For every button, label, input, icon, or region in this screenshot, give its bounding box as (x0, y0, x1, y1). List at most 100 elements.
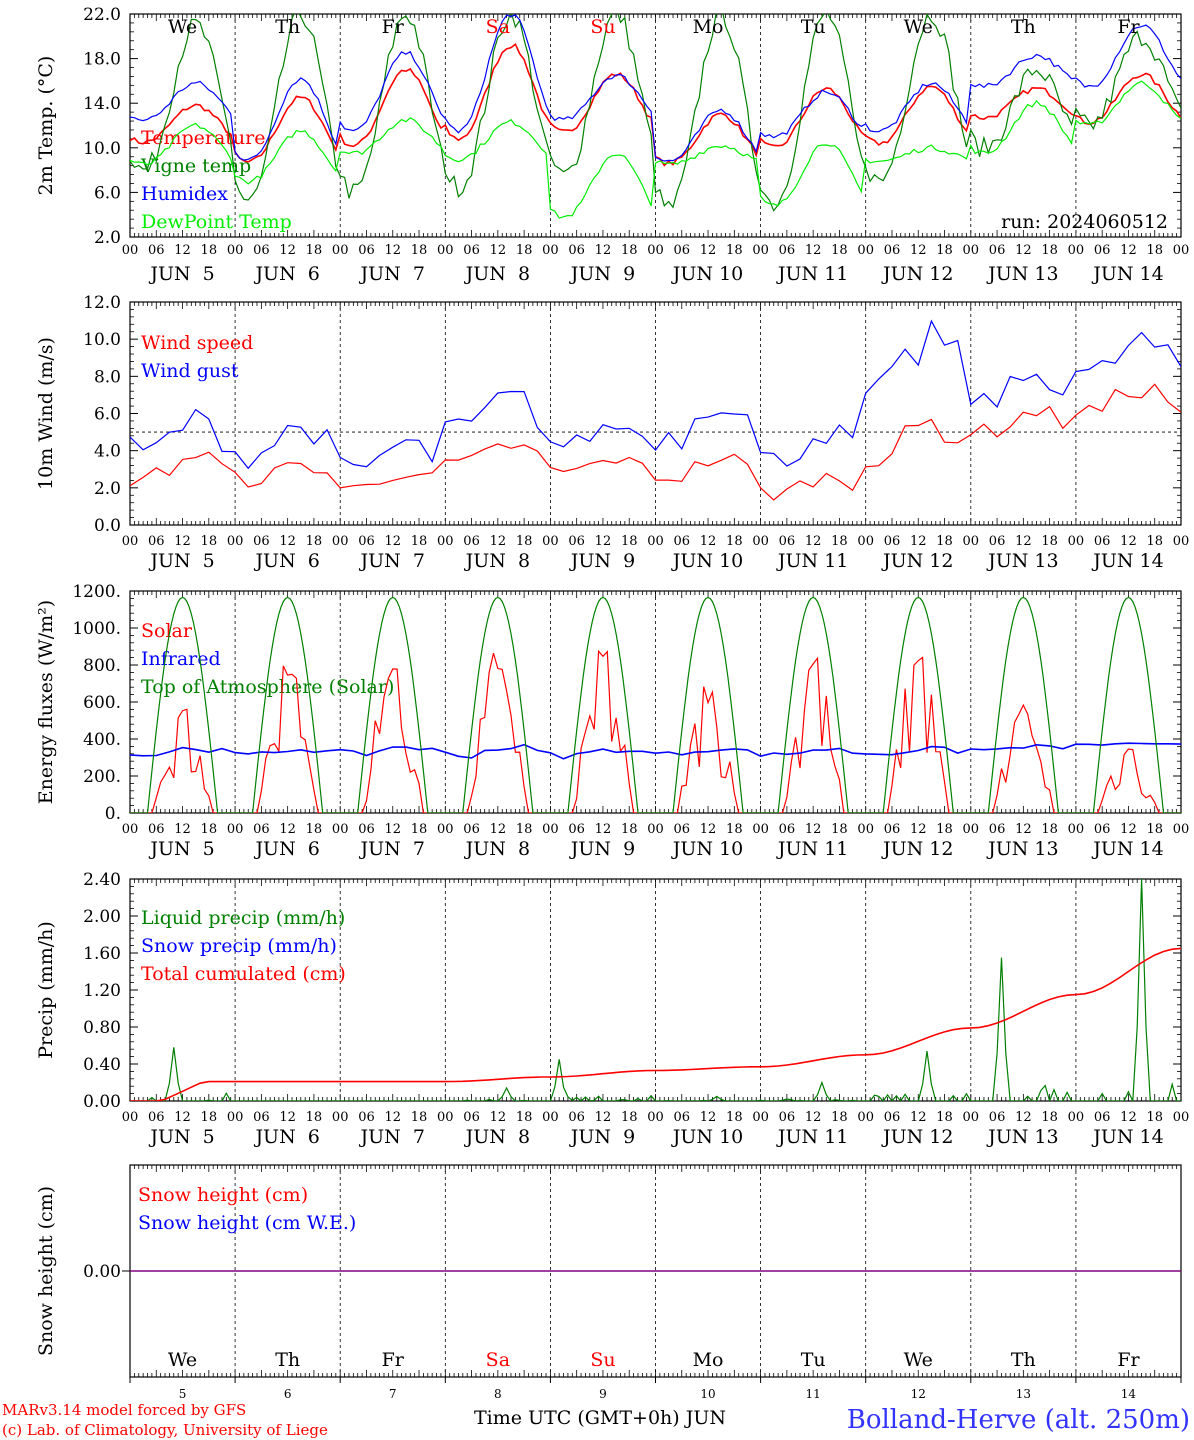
hour-label: 06 (253, 1110, 270, 1125)
weekday-label: We (904, 16, 933, 38)
hour-label: 06 (989, 534, 1006, 549)
series-line-2 (130, 596, 1181, 813)
series-group (130, 14, 1181, 219)
weekday-label: Tu (801, 1349, 826, 1371)
hour-label: 12 (1120, 243, 1137, 258)
weekday-label: Th (1011, 1349, 1036, 1371)
hour-label: 18 (1146, 534, 1163, 549)
hour-label: 18 (831, 534, 848, 549)
hour-label: 00 (647, 822, 664, 837)
y-tick-label: 0.40 (83, 1055, 121, 1075)
hour-label: 00 (332, 822, 349, 837)
hour-label: 00 (437, 534, 454, 549)
hour-label: 12 (805, 243, 822, 258)
day-number: 14 (1121, 1387, 1137, 1401)
y-tick-label: 6.0 (94, 405, 121, 425)
hour-label: 12 (1015, 243, 1032, 258)
weekday-label: We (904, 1349, 933, 1371)
day-number: 6 (284, 1387, 292, 1401)
hour-label: 06 (779, 243, 796, 258)
hour-label: 00 (332, 1110, 349, 1125)
legend-entry: Infrared (141, 648, 221, 670)
date-label: JUN 13 (986, 1126, 1058, 1148)
weekday-label: Sa (486, 16, 510, 38)
hour-label: 18 (831, 1110, 848, 1125)
hour-label: 00 (857, 1110, 874, 1125)
y-tick-label: 10.0 (83, 139, 121, 159)
hour-label: 00 (227, 822, 244, 837)
hour-label: 06 (253, 534, 270, 549)
hour-label: 12 (1120, 822, 1137, 837)
series-line-1 (130, 742, 1181, 760)
station-name: Bolland-Herve (alt. 250m) (847, 1405, 1190, 1435)
hour-label: 00 (647, 1110, 664, 1125)
legend-entry: Liquid precip (mm/h) (141, 907, 345, 929)
y-tick-label: 2.00 (83, 907, 121, 927)
hour-label: 00 (752, 1110, 769, 1125)
hour-label: 06 (1094, 243, 1111, 258)
day-number: 5 (179, 1387, 187, 1401)
hour-label: 18 (1146, 243, 1163, 258)
date-label: JUN 14 (1091, 263, 1163, 285)
hour-label: 18 (201, 534, 218, 549)
date-label: JUN 13 (986, 550, 1058, 572)
y-tick-label: 0.0 (94, 516, 121, 536)
hour-label: 06 (989, 1110, 1006, 1125)
hour-label: 06 (989, 243, 1006, 258)
hour-label: 18 (726, 822, 743, 837)
y-tick-label: 200. (83, 767, 121, 787)
series-line-2 (130, 947, 1181, 1101)
hour-label: 18 (936, 822, 953, 837)
hour-label: 00 (227, 534, 244, 549)
date-label: JUN 7 (359, 838, 425, 860)
hour-label: 18 (621, 822, 638, 837)
hour-label: 00 (122, 243, 139, 258)
legend-entry: Wind gust (141, 360, 239, 382)
hour-label: 18 (516, 243, 533, 258)
hour-label: 18 (411, 243, 428, 258)
y-axis-label: Energy fluxes (W/m²) (35, 600, 57, 804)
y-tick-label: 0.00 (83, 1262, 121, 1282)
hour-label: 12 (279, 243, 296, 258)
date-label: JUN 7 (359, 263, 425, 285)
hour-label: 12 (490, 1110, 507, 1125)
day-number: 8 (494, 1387, 502, 1401)
hour-label: 06 (884, 1110, 901, 1125)
hour-label: 06 (884, 243, 901, 258)
y-axis-label: 2m Temp. (°C) (35, 56, 57, 196)
hour-label: 12 (1015, 534, 1032, 549)
legend-entry: Vigne temp (140, 155, 251, 177)
y-tick-label: 0.00 (83, 1092, 121, 1112)
date-label: JUN 8 (464, 1126, 530, 1148)
date-label: JUN 12 (881, 263, 953, 285)
hour-label: 12 (174, 822, 191, 837)
hour-label: 00 (857, 822, 874, 837)
hour-label: 00 (1068, 243, 1085, 258)
hour-label: 06 (463, 822, 480, 837)
hour-label: 06 (779, 534, 796, 549)
hour-label: 00 (332, 243, 349, 258)
date-label: JUN 11 (776, 550, 848, 572)
hour-label: 12 (490, 534, 507, 549)
hour-label: 12 (595, 1110, 612, 1125)
day-number: 11 (806, 1387, 821, 1401)
hour-label: 06 (674, 1110, 691, 1125)
date-label: JUN 14 (1091, 550, 1163, 572)
y-tick-label: 1000. (72, 619, 121, 639)
y-tick-label: 8.0 (94, 367, 121, 387)
hour-label: 06 (779, 822, 796, 837)
hour-label: 12 (805, 534, 822, 549)
hour-label: 12 (910, 534, 927, 549)
date-label: JUN 14 (1091, 838, 1163, 860)
hour-label: 00 (1068, 822, 1085, 837)
date-label: JUN 7 (359, 550, 425, 572)
weekday-label: We (168, 16, 197, 38)
hour-label: 12 (174, 1110, 191, 1125)
date-label: JUN 10 (671, 263, 743, 285)
y-tick-label: 1.20 (83, 981, 121, 1001)
legend-entry: Solar (141, 620, 193, 642)
hour-label: 06 (253, 243, 270, 258)
hour-label: 18 (411, 1110, 428, 1125)
hour-label: 06 (253, 822, 270, 837)
